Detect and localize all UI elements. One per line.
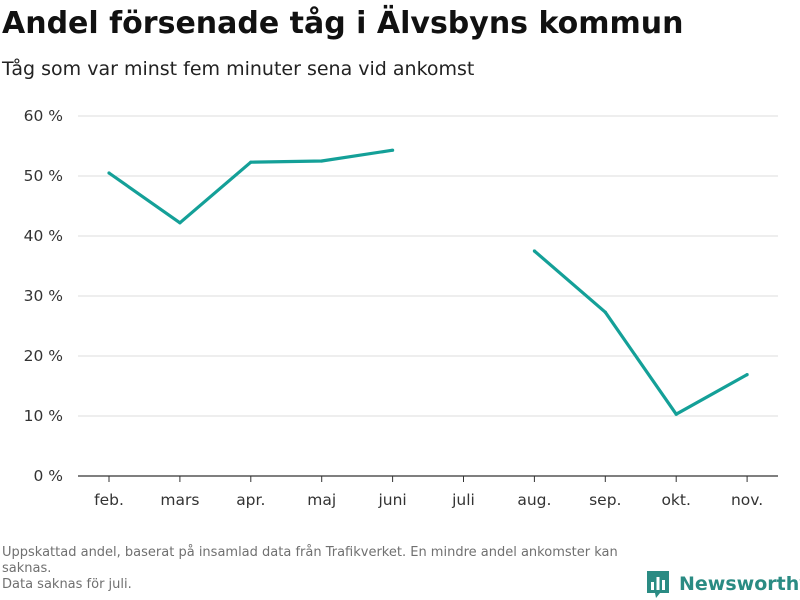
data-point: [532, 249, 537, 253]
data-point: [603, 310, 607, 314]
x-tick-label: aug.: [517, 491, 551, 509]
chart-subtitle: Tåg som var minst fem minuter sena vid a…: [2, 58, 475, 80]
y-axis-ticks: 0 % 10 % 20 % 30 % 40 % 50 % 60 %: [24, 107, 63, 485]
bar-chart-logo-icon: [647, 571, 669, 598]
data-point: [320, 159, 324, 163]
data-point: [249, 160, 253, 164]
y-tick-label: 30 %: [24, 287, 63, 305]
footnote: Uppskattad andel, baserat på insamlad da…: [2, 545, 642, 593]
x-tick-label: juli: [451, 491, 475, 509]
line-chart: 0 % 10 % 20 % 30 % 40 % 50 % 60 % feb. mars apr.…: [24, 107, 778, 509]
series-lines: [107, 148, 749, 416]
gridlines: [78, 115, 778, 417]
y-tick-label: 10 %: [24, 407, 63, 425]
data-point: [745, 373, 749, 377]
x-tick-label: apr.: [236, 491, 265, 509]
x-tick-label: nov.: [731, 491, 763, 509]
data-point: [178, 221, 182, 225]
footnote-line-source: Uppskattad andel, baserat på insamlad da…: [2, 545, 618, 576]
series-line-segment: [533, 249, 748, 416]
brand-logo: Newsworthy: [645, 569, 800, 599]
footnote-line-missing: Data saknas för juli.: [2, 577, 132, 592]
y-tick-label: 50 %: [24, 167, 63, 185]
x-tick-label: mars: [160, 491, 199, 509]
chart-title: Andel försenade tåg i Älvsbyns kommun: [2, 6, 684, 41]
y-tick-label: 60 %: [24, 107, 63, 125]
data-point: [674, 412, 678, 416]
brand-name: Newsworthy: [679, 573, 800, 595]
x-tick-label: maj: [307, 491, 336, 509]
x-axis-ticks: feb. mars apr. maj juni juli aug. sep. okt. nov.: [78, 475, 778, 509]
y-tick-label: 0 %: [33, 467, 63, 485]
x-tick-label: okt.: [661, 491, 690, 509]
y-tick-label: 20 %: [24, 347, 63, 365]
data-point: [107, 171, 111, 175]
y-tick-label: 40 %: [24, 227, 63, 245]
x-tick-label: sep.: [589, 491, 621, 509]
data-point: [391, 148, 395, 152]
x-tick-label: juni: [377, 491, 406, 509]
x-tick-label: feb.: [94, 491, 124, 509]
